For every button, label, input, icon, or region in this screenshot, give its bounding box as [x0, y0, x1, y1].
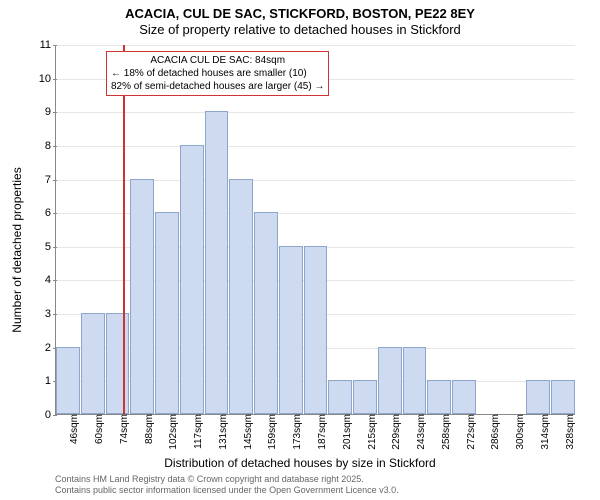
annotation-smaller: ← 18% of detached houses are smaller (10… — [111, 67, 324, 80]
marker-annotation: ACACIA CUL DE SAC: 84sqm ← 18% of detach… — [106, 51, 329, 96]
property-size-chart: ACACIA, CUL DE SAC, STICKFORD, BOSTON, P… — [0, 0, 600, 500]
property-marker-line — [123, 45, 125, 414]
histogram-bar — [551, 380, 575, 414]
y-tick-label: 7 — [36, 174, 56, 186]
x-tick-label: 258sqm — [436, 414, 452, 450]
x-tick-label: 74sqm — [114, 414, 130, 444]
histogram-bar — [452, 380, 476, 414]
y-tick-label: 10 — [36, 73, 56, 85]
x-tick-label: 187sqm — [312, 414, 328, 450]
gridline — [56, 45, 575, 46]
gridline — [56, 146, 575, 147]
x-tick-label: 229sqm — [386, 414, 402, 450]
histogram-bar — [353, 380, 377, 414]
y-tick-label: 5 — [36, 241, 56, 253]
annotation-larger: 82% of semi-detached houses are larger (… — [111, 80, 324, 93]
histogram-bar — [155, 212, 179, 414]
y-tick-label: 1 — [36, 375, 56, 387]
plot-area: 0123456789101146sqm60sqm74sqm88sqm102sqm… — [55, 45, 575, 415]
x-tick-label: 46sqm — [64, 414, 80, 444]
histogram-bar — [304, 246, 328, 414]
histogram-bar — [427, 380, 451, 414]
x-tick-label: 272sqm — [461, 414, 477, 450]
x-tick-label: 215sqm — [362, 414, 378, 450]
x-tick-label: 60sqm — [89, 414, 105, 444]
chart-title-address: ACACIA, CUL DE SAC, STICKFORD, BOSTON, P… — [0, 6, 600, 21]
x-tick-label: 201sqm — [337, 414, 353, 450]
x-tick-label: 173sqm — [287, 414, 303, 450]
x-tick-label: 88sqm — [139, 414, 155, 444]
histogram-bar — [81, 313, 105, 414]
x-tick-label: 159sqm — [262, 414, 278, 450]
y-axis-label: Number of detached properties — [10, 167, 24, 332]
x-tick-label: 102sqm — [163, 414, 179, 450]
annotation-title: ACACIA CUL DE SAC: 84sqm — [111, 54, 324, 67]
x-tick-label: 300sqm — [510, 414, 526, 450]
y-tick-label: 0 — [36, 409, 56, 421]
y-tick-label: 8 — [36, 140, 56, 152]
y-tick-label: 2 — [36, 342, 56, 354]
histogram-bar — [378, 347, 402, 414]
histogram-bar — [328, 380, 352, 414]
attribution-text: Contains HM Land Registry data © Crown c… — [55, 474, 399, 496]
y-tick-label: 4 — [36, 274, 56, 286]
histogram-bar — [56, 347, 80, 414]
x-axis-label: Distribution of detached houses by size … — [0, 456, 600, 470]
attribution-line2: Contains public sector information licen… — [55, 485, 399, 496]
x-tick-label: 117sqm — [188, 414, 204, 449]
histogram-bar — [403, 347, 427, 414]
y-tick-label: 3 — [36, 308, 56, 320]
histogram-bar — [229, 179, 253, 414]
histogram-bar — [526, 380, 550, 414]
y-tick-label: 11 — [36, 39, 56, 51]
histogram-bar — [205, 111, 229, 414]
x-tick-label: 286sqm — [485, 414, 501, 450]
x-tick-label: 314sqm — [535, 414, 551, 450]
histogram-bar — [180, 145, 204, 414]
x-tick-label: 328sqm — [560, 414, 576, 450]
x-tick-label: 243sqm — [411, 414, 427, 450]
y-tick-label: 9 — [36, 106, 56, 118]
gridline — [56, 112, 575, 113]
histogram-bar — [106, 313, 130, 414]
attribution-line1: Contains HM Land Registry data © Crown c… — [55, 474, 399, 485]
x-tick-label: 145sqm — [238, 414, 254, 450]
y-tick-label: 6 — [36, 207, 56, 219]
histogram-bar — [130, 179, 154, 414]
x-tick-label: 131sqm — [213, 414, 229, 450]
chart-title-desc: Size of property relative to detached ho… — [0, 22, 600, 37]
histogram-bar — [279, 246, 303, 414]
histogram-bar — [254, 212, 278, 414]
